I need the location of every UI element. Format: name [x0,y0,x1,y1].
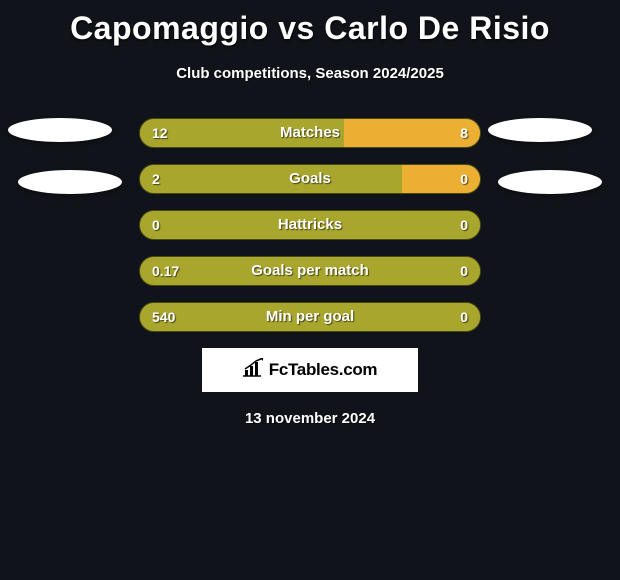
page-title: Capomaggio vs Carlo De Risio [0,0,620,47]
logo-chart-icon [243,358,265,383]
stat-label: Hattricks [140,211,480,239]
stat-bar: 2Goals0 [139,164,481,194]
stat-value-right: 0 [460,257,468,285]
stat-bar: 12Matches8 [139,118,481,148]
stat-bar: 540Min per goal0 [139,302,481,332]
comparison-bars: 12Matches82Goals00Hattricks00.17Goals pe… [0,118,620,332]
subtitle: Club competitions, Season 2024/2025 [0,65,620,82]
logo-text: FcTables.com [269,360,378,380]
stat-label: Min per goal [140,303,480,331]
stat-label: Goals [140,165,480,193]
logo-box: FcTables.com [202,348,418,392]
stat-label: Goals per match [140,257,480,285]
date-line: 13 november 2024 [0,410,620,427]
stat-value-right: 0 [460,303,468,331]
stat-bar: 0.17Goals per match0 [139,256,481,286]
player-avatar-ellipse [8,118,112,142]
stat-value-right: 0 [460,165,468,193]
stat-value-right: 8 [460,119,468,147]
player-avatar-ellipse [18,170,122,194]
stat-value-right: 0 [460,211,468,239]
stat-label: Matches [140,119,480,147]
player-avatar-ellipse [498,170,602,194]
player-avatar-ellipse [488,118,592,142]
stat-bar: 0Hattricks0 [139,210,481,240]
